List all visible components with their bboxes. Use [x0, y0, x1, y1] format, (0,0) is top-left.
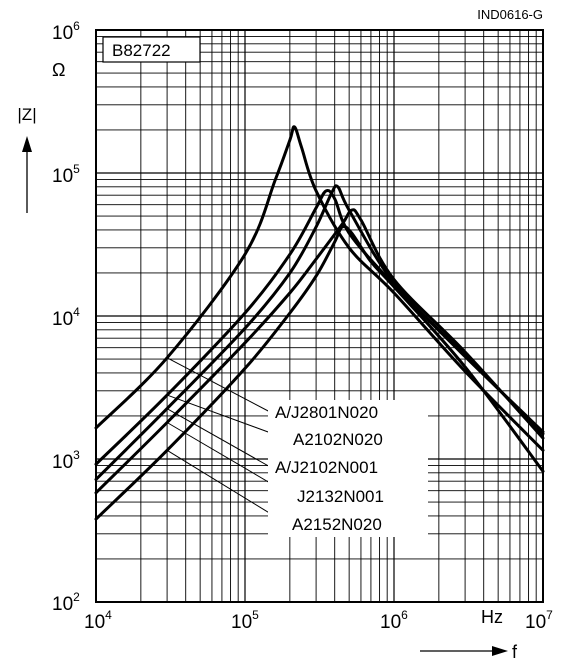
chart-title: B82722 [112, 41, 171, 60]
y-tick-label-1e2: 102 [52, 590, 80, 615]
legend-label-a-j2801n020: A/J2801N020 [275, 403, 378, 422]
y-tick-label-1e5: 105 [52, 162, 80, 187]
x-unit-label: Hz [481, 607, 503, 627]
y-tick-label-1e4: 104 [52, 305, 80, 330]
leader-line-a-j2801n020 [166, 357, 273, 414]
series-line-a-j2102n001 [94, 184, 545, 481]
series-line-a2152n020 [94, 224, 545, 521]
y-axis-arrowhead [22, 136, 32, 152]
legend-label-a-j2102n001: A/J2102N001 [275, 458, 378, 477]
figure-id: IND0616-G [477, 7, 543, 22]
y-tick-label-1e3: 103 [52, 448, 80, 473]
series-curves [94, 125, 545, 521]
legend: A/J2801N020 A2102N020 A/J2102N001 J2132N… [268, 400, 428, 537]
plot-frame [95, 29, 544, 603]
x-tick-label-1e5: 105 [231, 608, 259, 633]
x-axis-label: f [512, 642, 518, 662]
title-box [102, 36, 201, 63]
x-tick-label-1e4: 104 [84, 608, 112, 633]
x-tick-label-1e6: 106 [380, 608, 408, 633]
leader-line-a-j2102n001 [166, 408, 273, 469]
legend-label-j2132n001: J2132N001 [297, 487, 384, 506]
series-line-j2132n001 [94, 208, 545, 495]
series-line-a-j2801n020 [94, 125, 545, 452]
x-axis-arrowhead [492, 646, 508, 656]
y-tick-label-1e6: 106 [52, 19, 80, 44]
y-unit-label: Ω [52, 60, 65, 80]
y-axis-label: |Z| [17, 105, 36, 124]
legend-label-a2102n020: A2102N020 [293, 430, 383, 449]
x-tick-label-1e7: 107 [525, 608, 553, 633]
legend-label-a2152n020: A2152N020 [292, 515, 382, 534]
legend-label-bg [268, 400, 428, 537]
